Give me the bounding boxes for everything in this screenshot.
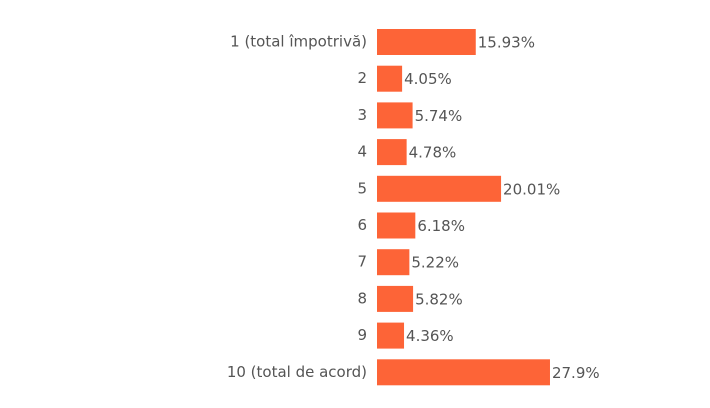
- value-label: 4.05%: [404, 70, 452, 88]
- category-label: 9: [357, 326, 367, 344]
- bar: [377, 322, 405, 349]
- category-label: 5: [357, 179, 367, 197]
- bar: [377, 139, 407, 166]
- category-label: 10 (total de acord): [227, 363, 367, 381]
- value-label: 27.9%: [552, 364, 600, 382]
- value-label: 15.93%: [478, 34, 535, 52]
- value-label: 20.01%: [503, 180, 560, 198]
- category-label: 8: [357, 289, 367, 307]
- value-label: 5.22%: [411, 254, 459, 272]
- bar: [377, 212, 416, 239]
- category-label: 2: [357, 69, 367, 87]
- category-label: 4: [357, 143, 367, 161]
- bar: [377, 249, 410, 276]
- value-label: 4.36%: [406, 327, 454, 345]
- value-label: 4.78%: [409, 144, 457, 162]
- value-label: 6.18%: [417, 217, 465, 235]
- bar: [377, 29, 476, 55]
- category-label: 1 (total împotrivă): [230, 33, 367, 51]
- bar: [377, 175, 502, 202]
- category-label: 3: [357, 106, 367, 124]
- value-label: 5.82%: [415, 290, 463, 308]
- category-label: 7: [357, 253, 367, 271]
- bar: [377, 285, 414, 312]
- category-label: 6: [357, 216, 367, 234]
- value-label: 5.74%: [415, 107, 463, 125]
- bar: [377, 65, 403, 92]
- bar: [377, 359, 550, 386]
- bar: [377, 102, 413, 129]
